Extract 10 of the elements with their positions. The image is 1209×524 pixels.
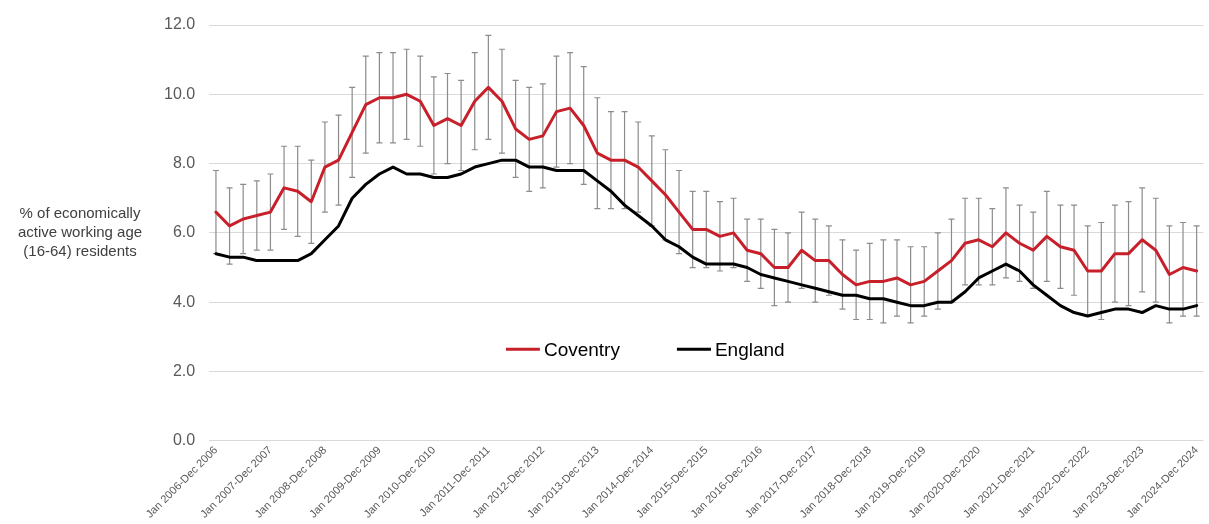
y-tick-label: 12.0 [164,15,196,33]
y-tick-label: 10.0 [164,84,196,102]
y-tick-label: 6.0 [172,223,196,241]
y-tick-label: 4.0 [172,292,196,310]
y-tick-label: 0.0 [172,431,196,449]
y-tick-label: 8.0 [172,154,196,171]
y-tick-label: 2.0 [172,361,196,379]
y-axis-title: % of economically active working age (16-64) residents [17,204,143,260]
legend-label: Coventry [543,338,621,360]
legend-label: England [714,338,785,360]
